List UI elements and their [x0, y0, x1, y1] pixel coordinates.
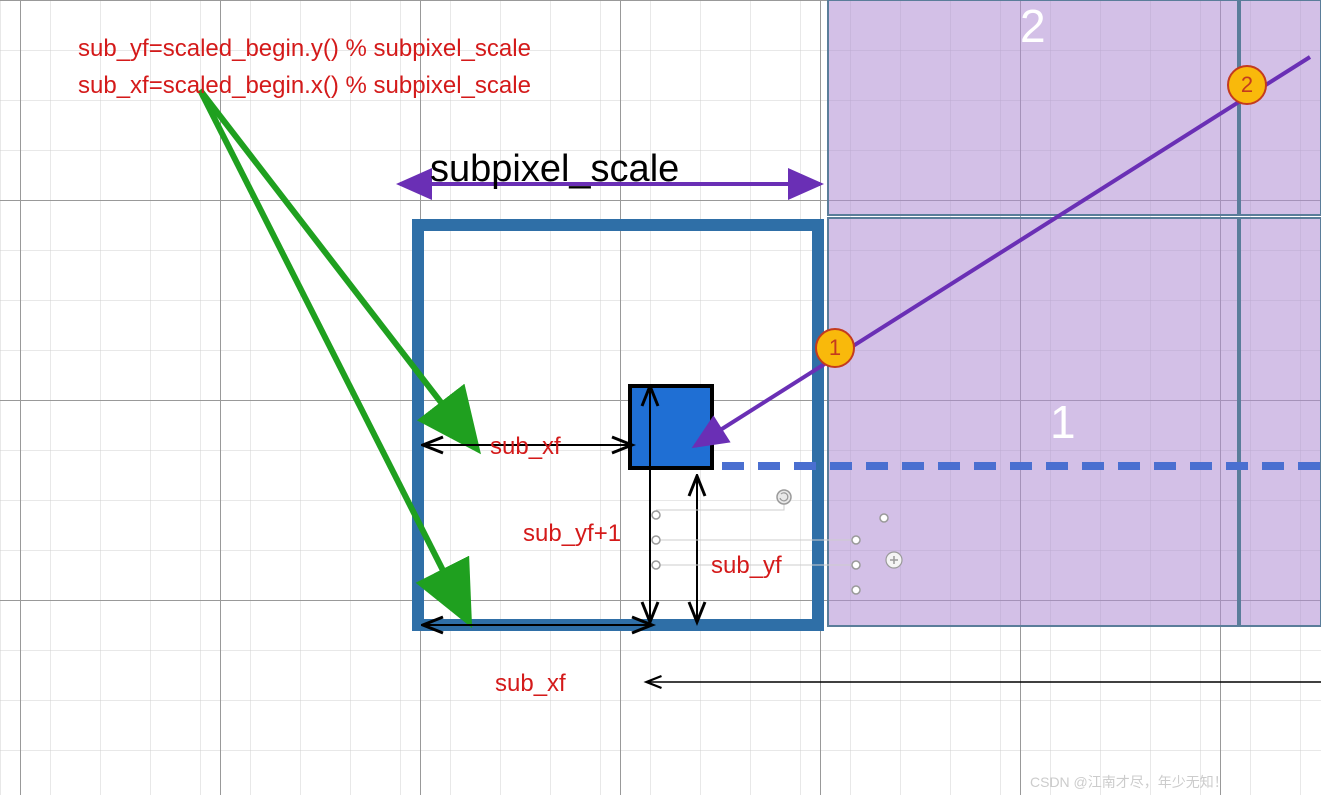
background-grid	[0, 0, 1321, 795]
watermark-text: CSDN @江南才尽，年少无知！	[1030, 772, 1228, 792]
sub-xf-bottom-label: sub_xf	[495, 670, 566, 698]
subpixel-scale-label: subpixel_scale	[430, 148, 679, 191]
formula-yf-label: sub_yf=scaled_begin.y() % subpixel_scale	[78, 35, 531, 63]
sub-xf-top-label: sub_xf	[490, 433, 561, 461]
formula-xf-label: sub_xf=scaled_begin.x() % subpixel_scale	[78, 72, 531, 100]
sub-yf-label: sub_yf	[711, 552, 782, 580]
sub-yf-plus1-label: sub_yf+1	[523, 520, 621, 548]
